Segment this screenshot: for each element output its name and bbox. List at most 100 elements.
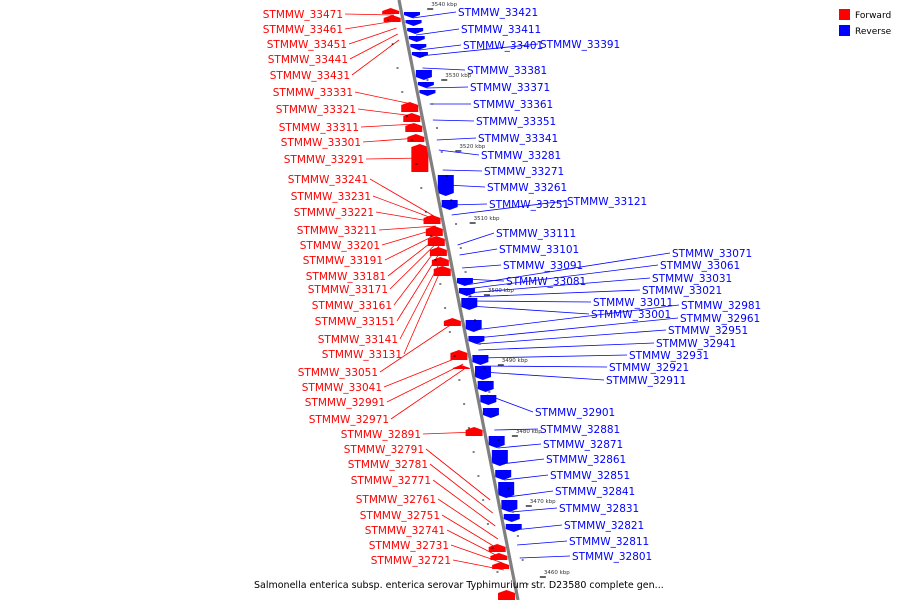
reverse-gene-glyph — [488, 436, 505, 448]
reverse-gene-glyph — [458, 288, 475, 296]
reverse-connector — [436, 137, 477, 141]
reverse-gene-label: STMMW_32841 — [555, 486, 635, 498]
forward-gene-glyph — [411, 144, 429, 172]
forward-gene-glyph — [405, 123, 423, 132]
reverse-gene-label: STMMW_32801 — [572, 551, 652, 563]
forward-gene-label: STMMW_33171 — [308, 284, 388, 296]
reverse-gene-glyph — [498, 482, 515, 498]
reverse-connector — [412, 11, 457, 19]
tick-label: 3510 kbp — [474, 216, 500, 222]
forward-gene-label: STMMW_32891 — [341, 429, 421, 441]
reverse-gene-glyph — [415, 70, 432, 80]
reverse-gene-label: STMMW_33341 — [478, 133, 558, 145]
reverse-gene-glyph — [503, 514, 520, 522]
reverse-gene-label: STMMW_33281 — [481, 150, 561, 162]
reverse-connector — [475, 317, 679, 339]
reverse-connector — [420, 43, 539, 57]
reverse-gene-glyph — [407, 28, 424, 34]
forward-gene-glyph — [431, 257, 449, 266]
forward-connector — [386, 363, 464, 403]
forward-gene-label: STMMW_32971 — [309, 414, 389, 426]
forward-connector — [344, 20, 396, 30]
reverse-gene-glyph — [405, 20, 422, 26]
reverse-gene-label: STMMW_32811 — [569, 536, 649, 548]
forward-connector — [390, 368, 465, 420]
reverse-gene-label: STMMW_33381 — [467, 65, 547, 77]
legend-forward-label: Forward — [855, 11, 891, 21]
reverse-connector — [468, 300, 592, 303]
forward-gene-label: STMMW_32761 — [356, 494, 436, 506]
forward-gene-glyph — [382, 8, 400, 14]
forward-gene-label: STMMW_33151 — [315, 316, 395, 328]
reverse-gene-glyph — [461, 298, 478, 310]
reverse-connector — [477, 329, 667, 345]
reverse-connector — [451, 200, 566, 216]
reverse-gene-label: STMMW_33111 — [496, 228, 576, 240]
forward-gene-label: STMMW_32771 — [351, 475, 431, 487]
reverse-gene-label: STMMW_33351 — [476, 116, 556, 128]
forward-gene-label: STMMW_32751 — [360, 510, 440, 522]
forward-gene-label: STMMW_33201 — [300, 240, 380, 252]
reverse-connector — [467, 289, 641, 298]
reverse-connector — [438, 149, 480, 156]
reverse-gene-label: STMMW_32951 — [668, 325, 748, 337]
forward-gene-glyph — [450, 350, 468, 360]
reverse-gene-label: STMMW_32911 — [606, 375, 686, 387]
forward-gene-label: STMMW_33441 — [268, 54, 348, 66]
reverse-gene-glyph — [403, 12, 420, 18]
reverse-gene-label: STMMW_33371 — [470, 82, 550, 94]
reverse-connector — [482, 371, 605, 381]
reverse-gene-glyph — [465, 320, 482, 332]
reverse-gene-label: STMMW_33061 — [660, 260, 740, 272]
reverse-gene-label: STMMW_32821 — [564, 520, 644, 532]
forward-gene-glyph — [498, 590, 516, 600]
position-ticks: 3540 kbp 3530 kbp 3520 kbp 3510 kbp 3500 kbp… — [386, 2, 570, 585]
forward-gene-glyph — [465, 427, 483, 436]
reverse-connector — [519, 555, 571, 559]
reverse-connector — [474, 304, 680, 331]
reverse-gene-glyph — [495, 470, 512, 480]
reverse-connector — [469, 305, 590, 315]
forward-connector — [348, 27, 397, 45]
forward-connector — [429, 463, 493, 514]
reverse-gene-glyph — [417, 82, 434, 88]
reverse-connector — [481, 365, 608, 368]
forward-gene-label: STMMW_32721 — [371, 555, 451, 567]
forward-gene-glyph — [383, 15, 401, 22]
forward-connector — [441, 514, 501, 551]
forward-gene-label: STMMW_32781 — [348, 459, 428, 471]
reverse-gene-glyph — [491, 450, 508, 466]
forward-gene-glyph — [407, 134, 425, 142]
reverse-gene-glyph — [410, 44, 427, 50]
forward-connector — [354, 91, 412, 105]
reverse-gene-glyph — [468, 336, 485, 344]
reverse-gene-label: STMMW_33411 — [461, 24, 541, 36]
reverse-gene-label: STMMW_33081 — [506, 276, 586, 288]
forward-gene-label: STMMW_33301 — [281, 137, 361, 149]
reverse-gene-label: STMMW_32871 — [543, 439, 623, 451]
reverse-gene-label: STMMW_33401 — [463, 40, 543, 52]
reverse-connector — [459, 248, 498, 256]
tick-label: 3460 kbp — [544, 570, 570, 576]
reverse-connector — [517, 540, 568, 546]
reverse-gene-label: STMMW_33251 — [489, 199, 569, 211]
reverse-gene-label: STMMW_32831 — [559, 503, 639, 515]
forward-connector — [344, 13, 394, 16]
reverse-gene-glyph — [474, 366, 491, 380]
reverse-gene-label: STMMW_32851 — [550, 470, 630, 482]
reverse-connector — [479, 354, 628, 359]
gene-labels: STMMW_33471 STMMW_33461 STMMW_33451 STMMW_3… — [263, 7, 761, 567]
gene-features — [382, 8, 522, 600]
forward-gene-glyph — [429, 247, 447, 256]
reverse-gene-label: STMMW_33271 — [484, 166, 564, 178]
reverse-gene-label: STMMW_33361 — [473, 99, 553, 111]
tick-label: 3530 kbp — [445, 73, 471, 79]
forward-connector — [432, 479, 496, 527]
reverse-gene-label: STMMW_32861 — [546, 454, 626, 466]
forward-connector — [349, 33, 398, 60]
forward-gene-glyph — [425, 226, 443, 236]
forward-connector — [403, 263, 444, 355]
forward-connector — [437, 498, 499, 540]
reverse-connector — [494, 428, 539, 431]
genome-backbone — [397, 0, 520, 600]
